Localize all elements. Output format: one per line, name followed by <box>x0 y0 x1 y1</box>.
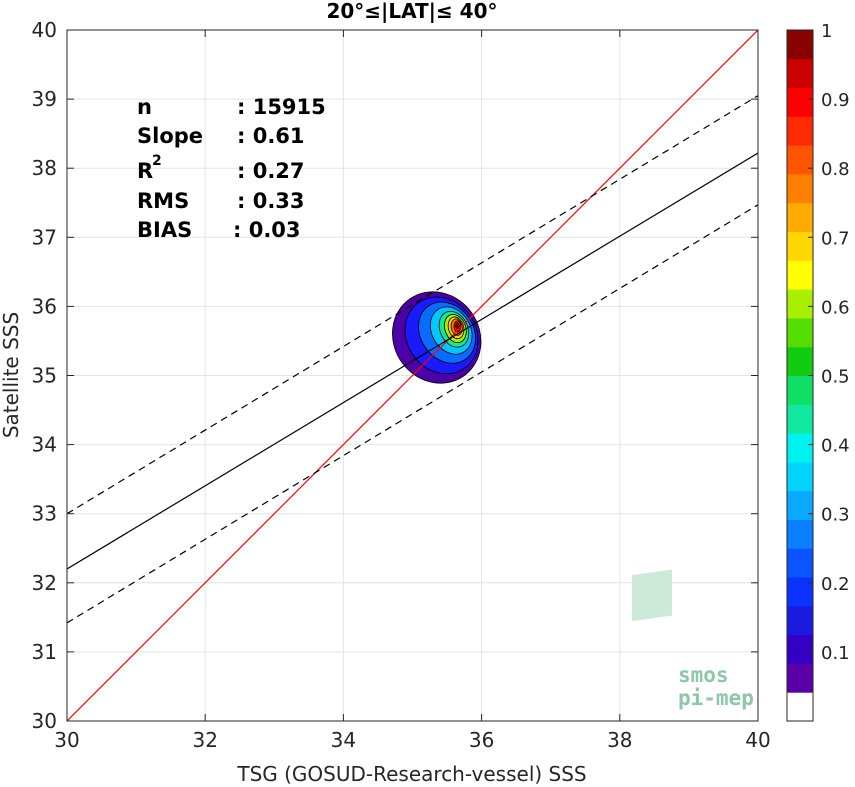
logo-line1: smos <box>678 663 729 687</box>
colorbar-tick-label: 0.5 <box>821 367 850 388</box>
fit-lines <box>67 30 758 721</box>
y-tick-label: 35 <box>32 364 57 388</box>
line-upper-bound <box>67 95 758 515</box>
colorbar-segment <box>787 30 813 60</box>
colorbar-segment <box>787 346 813 376</box>
stat-slope-label: Slope <box>137 124 203 148</box>
colorbar-segment <box>787 317 813 348</box>
density-contour-level <box>455 322 460 329</box>
colorbar-tick-label: 0.1 <box>821 643 850 664</box>
y-axis-title: Satellite SSS <box>0 312 23 438</box>
colorbar-tick-label: 0.9 <box>821 90 850 111</box>
colorbar-segment <box>787 289 813 319</box>
y-tick-label: 30 <box>32 709 57 733</box>
colorbar-segment <box>787 202 813 233</box>
y-tick-label: 33 <box>32 502 57 526</box>
colorbar-segment <box>787 548 813 578</box>
stats-box: n : 15915 Slope : 0.61 R 2 : 0.27 RMS : … <box>137 95 326 242</box>
colorbar-tick-label: 0.4 <box>821 436 850 457</box>
logo-wave-icon <box>632 569 672 622</box>
colorbar-tick-label: 0.7 <box>821 228 850 249</box>
stat-rms-value: : 0.33 <box>237 189 305 213</box>
logo-line2: pi-mep <box>678 686 754 710</box>
y-tick-label: 32 <box>32 571 57 595</box>
stat-slope-value: : 0.61 <box>237 124 305 148</box>
stat-rms-label: RMS <box>137 189 189 213</box>
x-axis-title: TSG (GOSUD-Research-vessel) SSS <box>236 762 586 786</box>
x-tick-label: 32 <box>192 728 217 752</box>
colorbar-segment <box>787 577 813 607</box>
colorbar-segment <box>787 116 813 146</box>
colorbar-segment <box>787 375 813 405</box>
colorbar-ticks: 0.1 0.2 0.3 0.4 0.5 0.6 0.7 0.8 0.9 1 <box>808 21 850 664</box>
colorbar-segment <box>787 145 813 175</box>
colorbar-segment <box>787 490 813 520</box>
colorbar-segment <box>787 605 813 636</box>
density-contours <box>392 291 482 384</box>
colorbar-segment <box>787 87 813 117</box>
y-tick-label: 37 <box>32 225 57 249</box>
x-tick-label: 34 <box>331 728 356 752</box>
x-tick-label: 36 <box>469 728 494 752</box>
smos-logo: smos pi-mep <box>632 569 754 710</box>
colorbar-segment <box>787 663 813 693</box>
y-tick-label: 34 <box>32 433 57 457</box>
colorbar-tick-label: 0.8 <box>821 159 850 180</box>
colorbar-segment <box>787 433 813 463</box>
y-tick-label: 38 <box>32 156 57 180</box>
y-tick-label: 40 <box>32 18 57 42</box>
grid <box>66 29 759 722</box>
colorbar-segment <box>787 231 813 261</box>
colorbar-segment <box>787 173 813 204</box>
x-tick-label: 38 <box>607 728 632 752</box>
colorbar-tick-label: 0.2 <box>821 574 850 595</box>
colorbar-tick-label: 0.6 <box>821 297 850 318</box>
y-tick-label: 39 <box>32 87 57 111</box>
chart-title: 20°≤|LAT|≤ 40° <box>326 0 497 23</box>
colorbar-segment <box>787 58 813 89</box>
y-tick-label: 31 <box>32 640 57 664</box>
stat-n-value: : 15915 <box>237 95 326 119</box>
stat-n-label: n <box>137 95 152 119</box>
colorbar-segment <box>787 634 813 664</box>
x-tick-label: 40 <box>745 728 770 752</box>
colorbar-segment <box>787 260 813 290</box>
y-tick-label: 36 <box>32 294 57 318</box>
stat-bias-label: BIAS <box>137 218 192 242</box>
stat-bias-value: : 0.03 <box>233 218 301 242</box>
line-regression <box>67 152 758 570</box>
colorbar-tick-label: 1 <box>821 21 832 42</box>
axis-ticks: 30 32 34 36 38 40 30 31 32 33 34 35 36 37 38 39 40 <box>32 18 771 752</box>
colorbar <box>787 30 813 722</box>
stat-r2-value: : 0.27 <box>237 159 305 183</box>
line-lower-bound <box>67 204 758 624</box>
colorbar-segment <box>787 692 813 722</box>
x-tick-label: 30 <box>54 728 79 752</box>
colorbar-segment <box>787 461 813 492</box>
line-identity <box>67 30 758 721</box>
stat-r2-superscript: 2 <box>152 153 162 169</box>
colorbar-segment <box>787 404 813 434</box>
stat-r2-label: R <box>137 159 153 183</box>
colorbar-tick-label: 0.3 <box>821 505 850 526</box>
colorbar-segment <box>787 519 813 549</box>
